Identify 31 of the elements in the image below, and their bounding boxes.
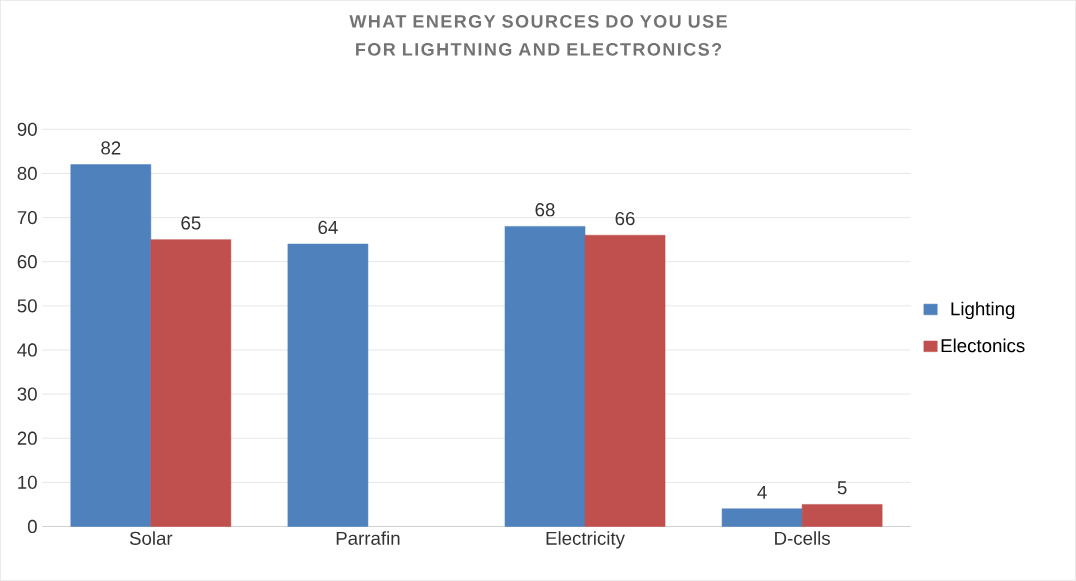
y-tick-label: 80 (17, 166, 37, 181)
y-tick-label: 70 (17, 211, 37, 225)
legend-label: Lighting (951, 301, 1015, 320)
data-label: 5 (837, 481, 847, 495)
x-tick-label: Electricity (546, 531, 625, 549)
x-tick-label: D-cells (775, 531, 830, 546)
x-tick-label: Solar (129, 531, 173, 546)
y-tick-label: 60 (17, 255, 37, 269)
bar (70, 164, 152, 527)
chart-title: WHAT ENERGY SOURCES DO YOU USE FOR LIGHTNING AND ELECTRONICS? (349, 15, 727, 56)
y-tick-label: 0 (27, 519, 37, 534)
data-label: 65 (181, 216, 201, 230)
data-label: 82 (101, 141, 121, 155)
bar (287, 243, 369, 527)
y-tick-label: 40 (17, 343, 37, 357)
data-label: 64 (318, 220, 338, 235)
bar (584, 235, 666, 527)
y-tick-label: 10 (18, 475, 37, 490)
y-tick-label: 50 (17, 299, 37, 313)
bar (504, 226, 586, 527)
bar (721, 508, 803, 527)
data-label: 4 (757, 486, 767, 499)
data-label: 68 (535, 203, 555, 217)
data-label: 66 (615, 212, 635, 226)
y-tick-label: 90 (17, 122, 37, 137)
x-tick-label: Parrafin (336, 531, 400, 546)
bar (150, 239, 232, 527)
y-tick-label: 20 (17, 431, 37, 445)
y-tick-label: 30 (17, 387, 37, 401)
legend-label: Electonics (941, 338, 1025, 353)
bar (801, 504, 883, 527)
